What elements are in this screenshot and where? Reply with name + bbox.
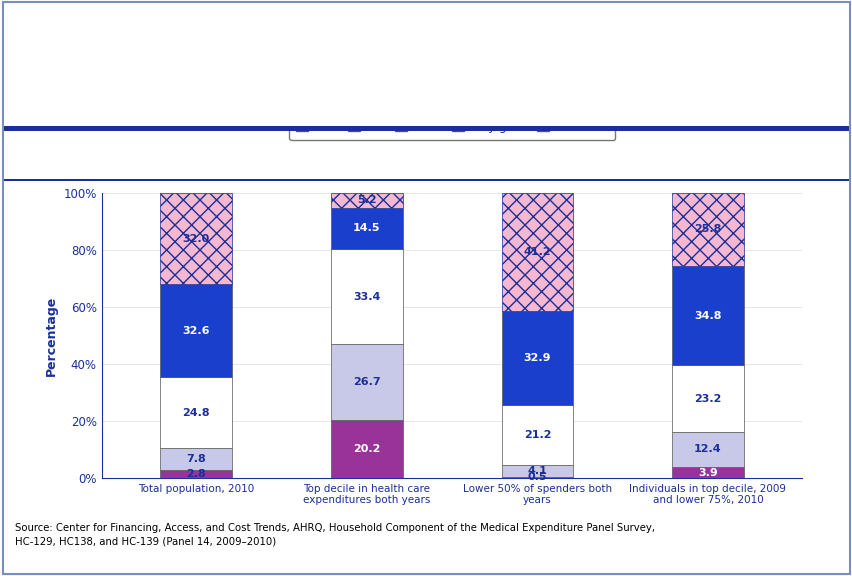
Bar bbox=[671, 467, 743, 478]
Bar bbox=[331, 193, 402, 208]
Bar bbox=[331, 249, 402, 344]
Bar bbox=[63, 5, 145, 124]
Bar bbox=[501, 465, 573, 477]
Bar bbox=[671, 266, 743, 365]
Text: 32.0: 32.0 bbox=[182, 234, 210, 244]
Bar bbox=[331, 344, 402, 420]
Bar bbox=[160, 193, 232, 284]
Text: 14.5: 14.5 bbox=[353, 223, 380, 233]
Text: 26.7: 26.7 bbox=[353, 377, 380, 388]
Text: Health Care: Health Care bbox=[85, 83, 123, 88]
Bar bbox=[331, 208, 402, 249]
Text: AHRQ: AHRQ bbox=[79, 31, 129, 46]
Text: Figure 5. Distribution of population by persistence of health
care expenditures : Figure 5. Distribution of population by … bbox=[242, 33, 759, 90]
Bar bbox=[160, 448, 232, 470]
Text: 23.2: 23.2 bbox=[694, 393, 721, 404]
Bar bbox=[671, 431, 743, 467]
Text: 33.4: 33.4 bbox=[353, 291, 380, 302]
Bar bbox=[501, 404, 573, 465]
Text: Advancing: Advancing bbox=[88, 59, 120, 65]
Text: 21.2: 21.2 bbox=[523, 430, 550, 439]
Text: 0.5: 0.5 bbox=[527, 472, 546, 482]
Text: 32.6: 32.6 bbox=[182, 325, 210, 336]
Text: Source: Center for Financing, Access, and Cost Trends, AHRQ, Household Component: Source: Center for Financing, Access, an… bbox=[15, 522, 654, 547]
Text: 20.2: 20.2 bbox=[353, 444, 380, 454]
Bar bbox=[671, 193, 743, 266]
Bar bbox=[331, 420, 402, 478]
Text: 24.8: 24.8 bbox=[182, 407, 210, 418]
Text: 12.4: 12.4 bbox=[694, 444, 721, 454]
Text: 34.8: 34.8 bbox=[694, 311, 721, 321]
Y-axis label: Percentage: Percentage bbox=[45, 295, 58, 376]
Text: 2.8: 2.8 bbox=[186, 469, 206, 479]
Legend: Poor, Fair, Good, Very good, Excellent: Poor, Fair, Good, Very good, Excellent bbox=[289, 113, 614, 141]
Bar bbox=[501, 310, 573, 404]
Text: Excellence in: Excellence in bbox=[83, 71, 124, 76]
Text: 7.8: 7.8 bbox=[186, 454, 206, 464]
Bar bbox=[501, 193, 573, 310]
Text: 25.8: 25.8 bbox=[694, 225, 721, 234]
Text: 32.9: 32.9 bbox=[523, 353, 550, 363]
Text: 5.2: 5.2 bbox=[356, 195, 377, 206]
Bar bbox=[160, 377, 232, 448]
Text: 3.9: 3.9 bbox=[697, 468, 717, 478]
Bar bbox=[160, 470, 232, 478]
Text: 41.2: 41.2 bbox=[523, 247, 550, 257]
Text: 4.1: 4.1 bbox=[527, 466, 547, 476]
Bar bbox=[501, 477, 573, 478]
Bar bbox=[160, 284, 232, 377]
Bar bbox=[671, 365, 743, 431]
